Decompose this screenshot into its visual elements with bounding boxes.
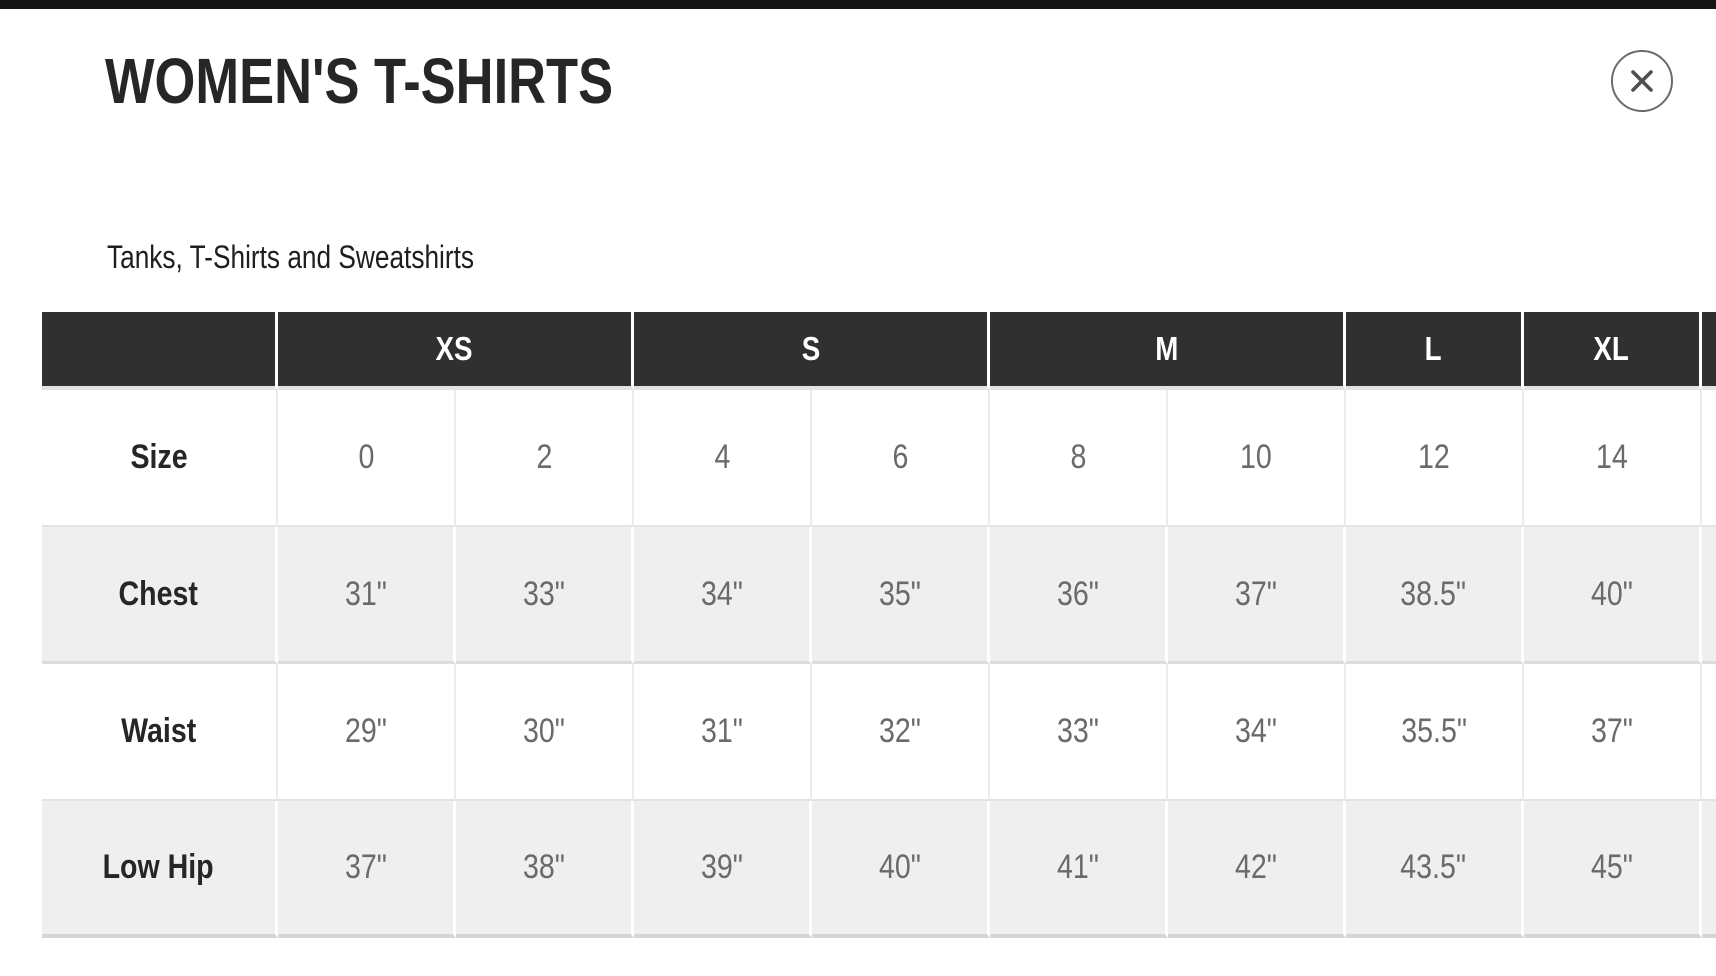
row-label-cell: Chest xyxy=(42,527,278,664)
value-cell: 8 xyxy=(990,390,1169,527)
value-cell: 34" xyxy=(634,527,812,664)
size-group-header-row: XS S M L XL xyxy=(42,312,1716,390)
table-row-size: Size 0 2 4 6 8 10 12 14 xyxy=(42,390,1716,527)
value-cell: 43.5" xyxy=(1346,801,1525,938)
header-group-l: L xyxy=(1346,312,1525,390)
value-cell: 6 xyxy=(812,390,991,527)
value-cell: 33" xyxy=(456,527,634,664)
page-title: WOMEN'S T-SHIRTS xyxy=(105,45,614,117)
modal-subtitle: Tanks, T-Shirts and Sweatshirts xyxy=(107,239,475,275)
cutoff-value-cell xyxy=(1702,664,1716,801)
value-cell: 40" xyxy=(1524,527,1703,664)
value-cell: 35" xyxy=(812,527,991,664)
size-chart-table: XS S M L XL Size 0 2 4 6 8 10 12 xyxy=(42,312,1716,938)
value-cell: 0 xyxy=(278,390,456,527)
header-group-m: M xyxy=(990,312,1347,390)
value-cell: 31" xyxy=(278,527,456,664)
cutoff-value-cell xyxy=(1702,390,1716,527)
size-chart-modal: WOMEN'S T-SHIRTS Tanks, T-Shirts and Swe… xyxy=(0,9,1716,976)
value-cell: 37" xyxy=(1168,527,1347,664)
row-label-cell: Waist xyxy=(42,664,278,801)
value-cell: 32" xyxy=(812,664,991,801)
header-group-xl: XL xyxy=(1524,312,1703,390)
table-row-chest: Chest 31" 33" 34" 35" 36" 37" 38.5" 40" xyxy=(42,527,1716,664)
value-cell: 37" xyxy=(278,801,456,938)
size-chart-scroll-area[interactable]: XS S M L XL Size 0 2 4 6 8 10 12 xyxy=(42,312,1716,972)
value-cell: 12 xyxy=(1346,390,1525,527)
header-group-cutoff xyxy=(1702,312,1716,390)
table-row-low-hip: Low Hip 37" 38" 39" 40" 41" 42" 43.5" 45… xyxy=(42,801,1716,938)
value-cell: 36" xyxy=(990,527,1169,664)
value-cell: 40" xyxy=(812,801,991,938)
value-cell: 14 xyxy=(1524,390,1703,527)
close-button[interactable] xyxy=(1611,50,1673,112)
value-cell: 33" xyxy=(990,664,1169,801)
value-cell: 4 xyxy=(634,390,812,527)
value-cell: 41" xyxy=(990,801,1169,938)
value-cell: 10 xyxy=(1168,390,1347,527)
value-cell: 37" xyxy=(1524,664,1703,801)
cutoff-value-cell xyxy=(1702,801,1716,938)
value-cell: 45" xyxy=(1524,801,1703,938)
row-label-cell: Size xyxy=(42,390,278,527)
header-group-xs: XS xyxy=(278,312,634,390)
row-label-cell: Low Hip xyxy=(42,801,278,938)
value-cell: 42" xyxy=(1168,801,1347,938)
value-cell: 34" xyxy=(1168,664,1347,801)
value-cell: 31" xyxy=(634,664,812,801)
value-cell: 35.5" xyxy=(1346,664,1525,801)
header-blank-cell xyxy=(42,312,278,390)
value-cell: 30" xyxy=(456,664,634,801)
top-bar xyxy=(0,0,1716,9)
value-cell: 38.5" xyxy=(1346,527,1525,664)
value-cell: 38" xyxy=(456,801,634,938)
value-cell: 39" xyxy=(634,801,812,938)
table-row-waist: Waist 29" 30" 31" 32" 33" 34" 35.5" 37" xyxy=(42,664,1716,801)
close-icon xyxy=(1629,68,1655,94)
value-cell: 29" xyxy=(278,664,456,801)
value-cell: 2 xyxy=(456,390,634,527)
cutoff-value-cell xyxy=(1702,527,1716,664)
header-group-s: S xyxy=(634,312,991,390)
